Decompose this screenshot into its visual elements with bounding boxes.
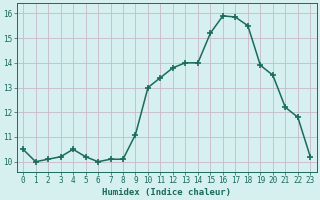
X-axis label: Humidex (Indice chaleur): Humidex (Indice chaleur)	[102, 188, 231, 197]
